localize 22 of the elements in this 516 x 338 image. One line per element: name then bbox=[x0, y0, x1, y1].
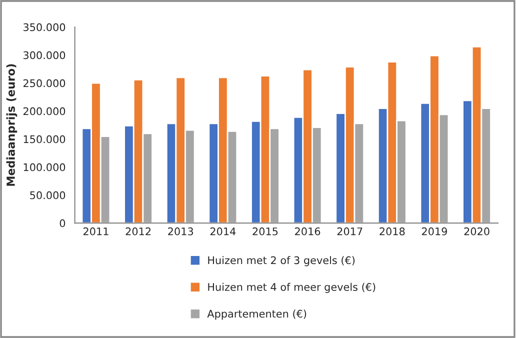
y-tick-label: 150.000 bbox=[24, 135, 66, 144]
x-tick-label: 2014 bbox=[210, 227, 236, 236]
y-tick-label: 50.000 bbox=[30, 191, 66, 200]
legend-label: Huizen met 2 of 3 gevels (€) bbox=[208, 256, 355, 266]
x-tick-label: 2019 bbox=[422, 227, 447, 236]
x-tick-label: 2018 bbox=[380, 227, 405, 236]
y-tick-label: 250.000 bbox=[23, 79, 66, 88]
x-tick-label: 2015 bbox=[252, 227, 278, 236]
y-tick-label: 100.000 bbox=[24, 163, 66, 172]
x-tick-label: 2017 bbox=[337, 227, 362, 236]
legend-label: Huizen met 4 of meer gevels (€) bbox=[208, 282, 376, 293]
x-tick-label: 2020 bbox=[464, 227, 490, 236]
y-tick-label: 200.000 bbox=[23, 107, 66, 116]
y-tick-label: 300.000 bbox=[24, 51, 66, 60]
y-tick-label: 350.000 bbox=[24, 23, 66, 32]
x-tick-label: 2013 bbox=[168, 227, 194, 236]
x-tick-label: 2016 bbox=[295, 227, 320, 236]
legend-label: Appartementen (€) bbox=[207, 310, 306, 320]
x-tick-label: 2012 bbox=[126, 227, 150, 236]
x-tick-label: 2011 bbox=[83, 227, 108, 236]
y-axis-title: Mediaanprijs (euro) bbox=[6, 64, 18, 186]
y-tick-label: 0 bbox=[60, 219, 66, 228]
